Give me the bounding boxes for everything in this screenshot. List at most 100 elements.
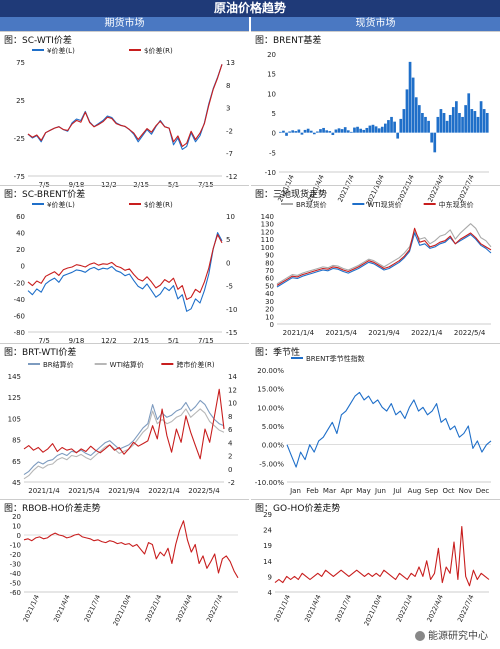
- y-tick-label: -10: [265, 169, 276, 177]
- x-tick-label: Jun: [374, 487, 386, 495]
- y-tick-label: 10.00%: [257, 404, 284, 412]
- bar: [322, 127, 325, 133]
- bar: [306, 128, 310, 133]
- y-tick-label: 10: [265, 313, 274, 321]
- bar: [473, 111, 477, 133]
- bar: [337, 128, 341, 133]
- bar: [334, 129, 338, 133]
- bar: [303, 129, 307, 133]
- y-tick-label: 30: [265, 298, 274, 306]
- futures-column-header: 期货市场: [0, 17, 249, 31]
- y-tick-label: 0: [272, 130, 276, 138]
- bar: [421, 113, 424, 133]
- bar: [279, 131, 282, 133]
- bar: [402, 109, 406, 133]
- legend-label: WTI结算价: [110, 360, 144, 369]
- series-line: [27, 64, 223, 150]
- bar: [408, 61, 412, 133]
- y-right-tick-label: -2: [228, 479, 235, 487]
- y-right-tick-label: 13: [226, 59, 235, 67]
- legend-label: 中东现货价: [439, 200, 474, 209]
- y-tick-label: 9: [268, 573, 272, 581]
- y-tick-label: 40: [265, 290, 274, 298]
- x-tick-label: May: [356, 487, 370, 495]
- bar: [455, 101, 458, 133]
- y-right-tick-label: -10: [226, 306, 237, 314]
- legend-label: BRENT季节性指数: [306, 354, 365, 363]
- x-tick-label: 2021/1/4: [28, 487, 60, 495]
- bar: [393, 121, 396, 133]
- x-tick-label: 2021/5/4: [68, 487, 100, 495]
- series-line: [23, 408, 225, 480]
- x-tick-label: 2022/5/4: [188, 487, 220, 495]
- seasonal-chart: -10.00% -5.00% 0.00% 5.00% 10.00% 15.00% 20.00…: [255, 354, 492, 495]
- y-right-tick-label: 14: [228, 373, 237, 381]
- y-tick-label: 125: [8, 394, 21, 402]
- y-tick-label: 24: [263, 527, 272, 535]
- series-line: [276, 227, 492, 286]
- panel-brent-basis: 图：BRENT基差 -10 -5 0 5 10 15 20 2021/1/4 2021/4/4 2…: [251, 31, 500, 207]
- bar: [424, 116, 427, 133]
- panel-seasonal: 图：季节性 -10.00% -5.00% 0.00% 5.00% 10.00% 15.00…: [251, 343, 500, 502]
- x-tick-label: 2022/1/4: [395, 593, 415, 623]
- bar: [399, 118, 403, 133]
- y-right-tick-label: 12: [228, 386, 237, 394]
- y-tick-label: 105: [8, 415, 21, 423]
- bar: [467, 93, 471, 133]
- y-tick-label: 15: [267, 71, 276, 79]
- y-tick-label: -10: [10, 542, 21, 550]
- y-tick-label: 70: [265, 267, 274, 275]
- series-line: [23, 388, 225, 460]
- y-tick-label: 90: [265, 252, 274, 260]
- bar: [331, 132, 335, 136]
- bar: [417, 105, 421, 133]
- bar: [285, 132, 288, 136]
- y-right-tick-label: -2: [226, 127, 233, 135]
- y-right-tick-label: 8: [228, 413, 232, 421]
- legend-label: BR结算价: [43, 360, 74, 369]
- bar: [470, 109, 474, 133]
- bar: [380, 126, 384, 133]
- y-tick-label: 5: [272, 110, 276, 118]
- y-tick-label: -40: [10, 570, 21, 578]
- x-tick-label: 2021/1/4: [273, 593, 293, 623]
- bar: [427, 120, 430, 133]
- y-tick-label: -5: [269, 149, 276, 157]
- x-tick-label: Jan: [289, 487, 301, 495]
- watermark-text: 能源研究中心: [428, 631, 488, 642]
- page-title: 原油价格趋势: [0, 0, 500, 17]
- x-tick-label: Apr: [340, 487, 352, 495]
- y-right-tick-label: -15: [226, 329, 237, 337]
- bar: [411, 77, 415, 133]
- bar: [485, 113, 489, 133]
- x-tick-label: 2021/7/4: [334, 593, 354, 623]
- x-tick-label: Dec: [476, 487, 490, 495]
- series-line: [23, 520, 239, 579]
- bar: [365, 127, 369, 133]
- series-line: [286, 391, 492, 468]
- bar: [414, 97, 418, 133]
- y-right-tick-label: 10: [226, 213, 235, 221]
- y-tick-label: -60: [10, 589, 21, 597]
- series-line: [27, 64, 223, 147]
- x-tick-label: 2022/1/4: [148, 487, 180, 495]
- legend-label: ¥价差(L): [47, 200, 75, 209]
- legend-label: WTI现货价: [367, 200, 401, 209]
- bar: [291, 130, 295, 133]
- bar: [384, 123, 387, 133]
- bar: [374, 126, 378, 133]
- x-tick-label: 2/15: [133, 337, 149, 345]
- y-tick-label: -20: [10, 551, 21, 559]
- y-tick-label: 14: [263, 558, 272, 566]
- bar: [309, 130, 313, 133]
- y-tick-label: 10: [267, 90, 276, 98]
- x-tick-label: 2022/1/4: [144, 593, 164, 623]
- panel-sc-brent: 图：SC-BRENT价差 -80 -60 -40 -20 0 20 40 60 -15 -10 -5…: [0, 185, 249, 345]
- rbob-ho-chart: -60-50 -40-30 -20-10 010 20 2021/1/4 2021/4/4 2…: [10, 513, 239, 627]
- panel-title: 图：RBOB-HO价差走势: [4, 504, 101, 514]
- x-tick-label: 2022/4/4: [174, 593, 194, 623]
- bar: [458, 113, 461, 133]
